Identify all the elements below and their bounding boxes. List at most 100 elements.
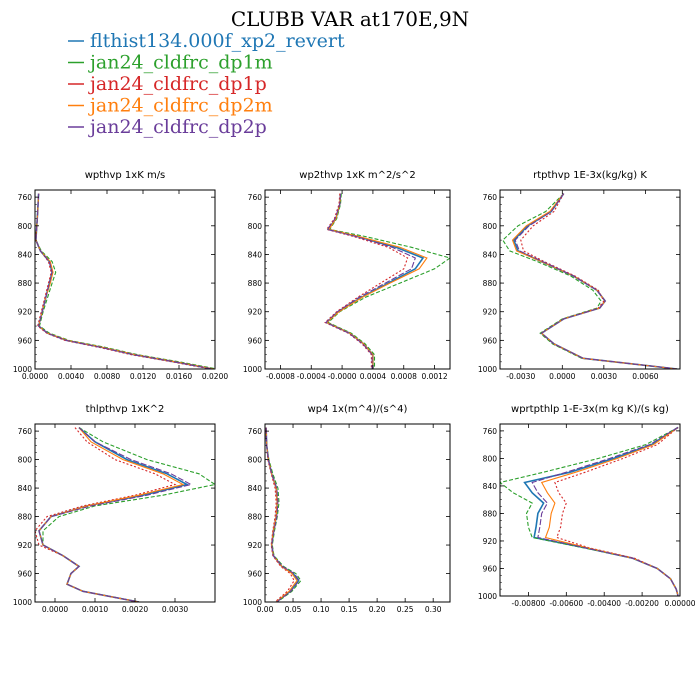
x-tick-label: 0.15 bbox=[341, 605, 358, 614]
plot-frame bbox=[264, 423, 451, 603]
y-tick-label: 920 bbox=[18, 308, 33, 317]
series-line bbox=[540, 426, 679, 596]
figure-title: CLUBB VAR at170E,9N bbox=[231, 7, 469, 31]
y-tick-label: 880 bbox=[483, 279, 498, 288]
series-line bbox=[265, 427, 295, 602]
series-line bbox=[265, 427, 300, 602]
series-line bbox=[42, 427, 215, 602]
y-tick-label: 920 bbox=[483, 308, 498, 317]
y-tick-label: 760 bbox=[248, 427, 263, 436]
panel-title: wp2thvp 1xK m^2/s^2 bbox=[299, 170, 415, 181]
y-tick-label: 1000 bbox=[478, 592, 497, 601]
panel-title: thlpthvp 1xK^2 bbox=[86, 404, 165, 415]
y-tick-label: 1000 bbox=[13, 365, 32, 374]
x-tick-label: 0.10 bbox=[313, 605, 330, 614]
y-tick-label: 760 bbox=[483, 427, 498, 436]
x-tick-label: 0.0160 bbox=[166, 372, 192, 381]
y-tick-label: 920 bbox=[483, 537, 498, 546]
x-tick-label: 0.0200 bbox=[202, 372, 228, 381]
legend-entry: flthist134.000f_xp2_revert bbox=[68, 30, 345, 52]
y-tick-label: 840 bbox=[483, 482, 498, 491]
panel-title: wprtpthlp 1-E-3x(m kg K)/(s kg) bbox=[511, 404, 669, 415]
series-line bbox=[523, 426, 679, 596]
y-tick-label: 960 bbox=[248, 570, 263, 579]
y-tick-label: 840 bbox=[248, 484, 263, 493]
series-line bbox=[38, 427, 193, 602]
x-tick-label: -0.00400 bbox=[587, 599, 621, 608]
series-group bbox=[502, 193, 678, 369]
series-group bbox=[35, 427, 215, 602]
x-tick-label: 0.0080 bbox=[94, 372, 120, 381]
x-tick-label: 0.20 bbox=[369, 605, 386, 614]
x-tick-label: 0.0040 bbox=[58, 372, 84, 381]
y-tick-label: 960 bbox=[248, 336, 263, 345]
series-line bbox=[35, 193, 215, 369]
series-line bbox=[324, 193, 416, 369]
plot-panel: wp4 1x(m^4)/(s^4)76080084088092096010000… bbox=[243, 404, 451, 614]
series-line bbox=[35, 193, 211, 369]
x-tick-label: 0.0012 bbox=[421, 372, 447, 381]
panel-title: wpthvp 1xK m/s bbox=[85, 170, 166, 181]
y-tick-label: 840 bbox=[18, 484, 33, 493]
plot-frame bbox=[499, 189, 681, 370]
y-tick-label: 840 bbox=[18, 250, 33, 259]
series-line bbox=[265, 427, 298, 602]
x-tick-label: 0.0000 bbox=[22, 372, 48, 381]
legend: flthist134.000f_xp2_revertjan24_cldfrc_d… bbox=[68, 30, 345, 138]
y-tick-label: 800 bbox=[18, 456, 33, 465]
y-tick-label: 760 bbox=[18, 193, 33, 202]
y-tick-label: 920 bbox=[248, 541, 263, 550]
plot-panel: rtpthvp 1E-3x(kg/kg) K 760 800 840 880 920 960… bbox=[478, 170, 681, 381]
x-tick-label: -0.0000 bbox=[328, 372, 357, 381]
panels: wpthvp 1xK m/s76080084088092096010000.00… bbox=[13, 170, 696, 614]
plot-panel: wp2thvp 1xK m^2/s^2 760 800 840 880 920 960 100… bbox=[243, 170, 451, 381]
x-tick-label: 0.0010 bbox=[82, 605, 108, 614]
x-tick-label: -0.0030 bbox=[506, 372, 535, 381]
series-line bbox=[325, 193, 425, 369]
series-line bbox=[531, 426, 679, 596]
y-tick-label: 960 bbox=[483, 336, 498, 345]
y-tick-label: 800 bbox=[483, 454, 498, 463]
plot-panel: wpthvp 1xK m/s76080084088092096010000.00… bbox=[13, 170, 228, 381]
y-tick-label: 880 bbox=[248, 279, 263, 288]
plot-frame bbox=[499, 423, 681, 597]
plot-panel: wprtpthlp 1-E-3x(m kg K)/(s kg) 760 800 840… bbox=[478, 404, 696, 608]
y-tick-label: 920 bbox=[18, 541, 33, 550]
y-tick-label: 760 bbox=[248, 193, 263, 202]
series-line bbox=[38, 427, 185, 602]
x-tick-label: -0.00200 bbox=[625, 599, 659, 608]
series-line bbox=[514, 193, 678, 369]
legend-label: jan24_cldfrc_dp1p bbox=[88, 73, 267, 95]
x-tick-label: 0.05 bbox=[285, 605, 302, 614]
y-tick-label: 760 bbox=[18, 427, 33, 436]
legend-entry: jan24_cldfrc_dp2m bbox=[68, 95, 273, 117]
y-tick-label: 1000 bbox=[243, 365, 262, 374]
y-tick-label: 960 bbox=[18, 336, 33, 345]
series-line bbox=[324, 193, 409, 369]
x-tick-label: 0.0060 bbox=[632, 372, 658, 381]
x-tick-label: 0.25 bbox=[397, 605, 414, 614]
legend-entry: jan24_cldfrc_dp2p bbox=[68, 116, 267, 138]
y-tick-label: 800 bbox=[248, 456, 263, 465]
x-tick-label: 0.0030 bbox=[591, 372, 617, 381]
y-tick-label: 760 bbox=[483, 193, 498, 202]
x-tick-label: -0.00600 bbox=[549, 599, 583, 608]
y-tick-label: 960 bbox=[483, 564, 498, 573]
series-group bbox=[35, 193, 215, 369]
legend-entry: jan24_cldfrc_dp1m bbox=[68, 52, 273, 74]
y-tick-label: 1000 bbox=[13, 598, 32, 607]
y-tick-label: 840 bbox=[248, 250, 263, 259]
x-tick-label: 0.00 bbox=[257, 605, 274, 614]
plot-frame bbox=[34, 423, 216, 603]
panel-title: wp4 1x(m^4)/(s^4) bbox=[308, 404, 408, 415]
x-tick-label: 0.0120 bbox=[130, 372, 156, 381]
x-tick-label: 0.0004 bbox=[360, 372, 386, 381]
series-line bbox=[520, 193, 678, 369]
legend-label: jan24_cldfrc_dp2m bbox=[88, 95, 273, 117]
y-tick-label: 880 bbox=[18, 513, 33, 522]
series-line bbox=[35, 193, 213, 369]
series-line bbox=[327, 193, 450, 369]
y-tick-label: 880 bbox=[18, 279, 33, 288]
y-tick-label: 960 bbox=[18, 570, 33, 579]
